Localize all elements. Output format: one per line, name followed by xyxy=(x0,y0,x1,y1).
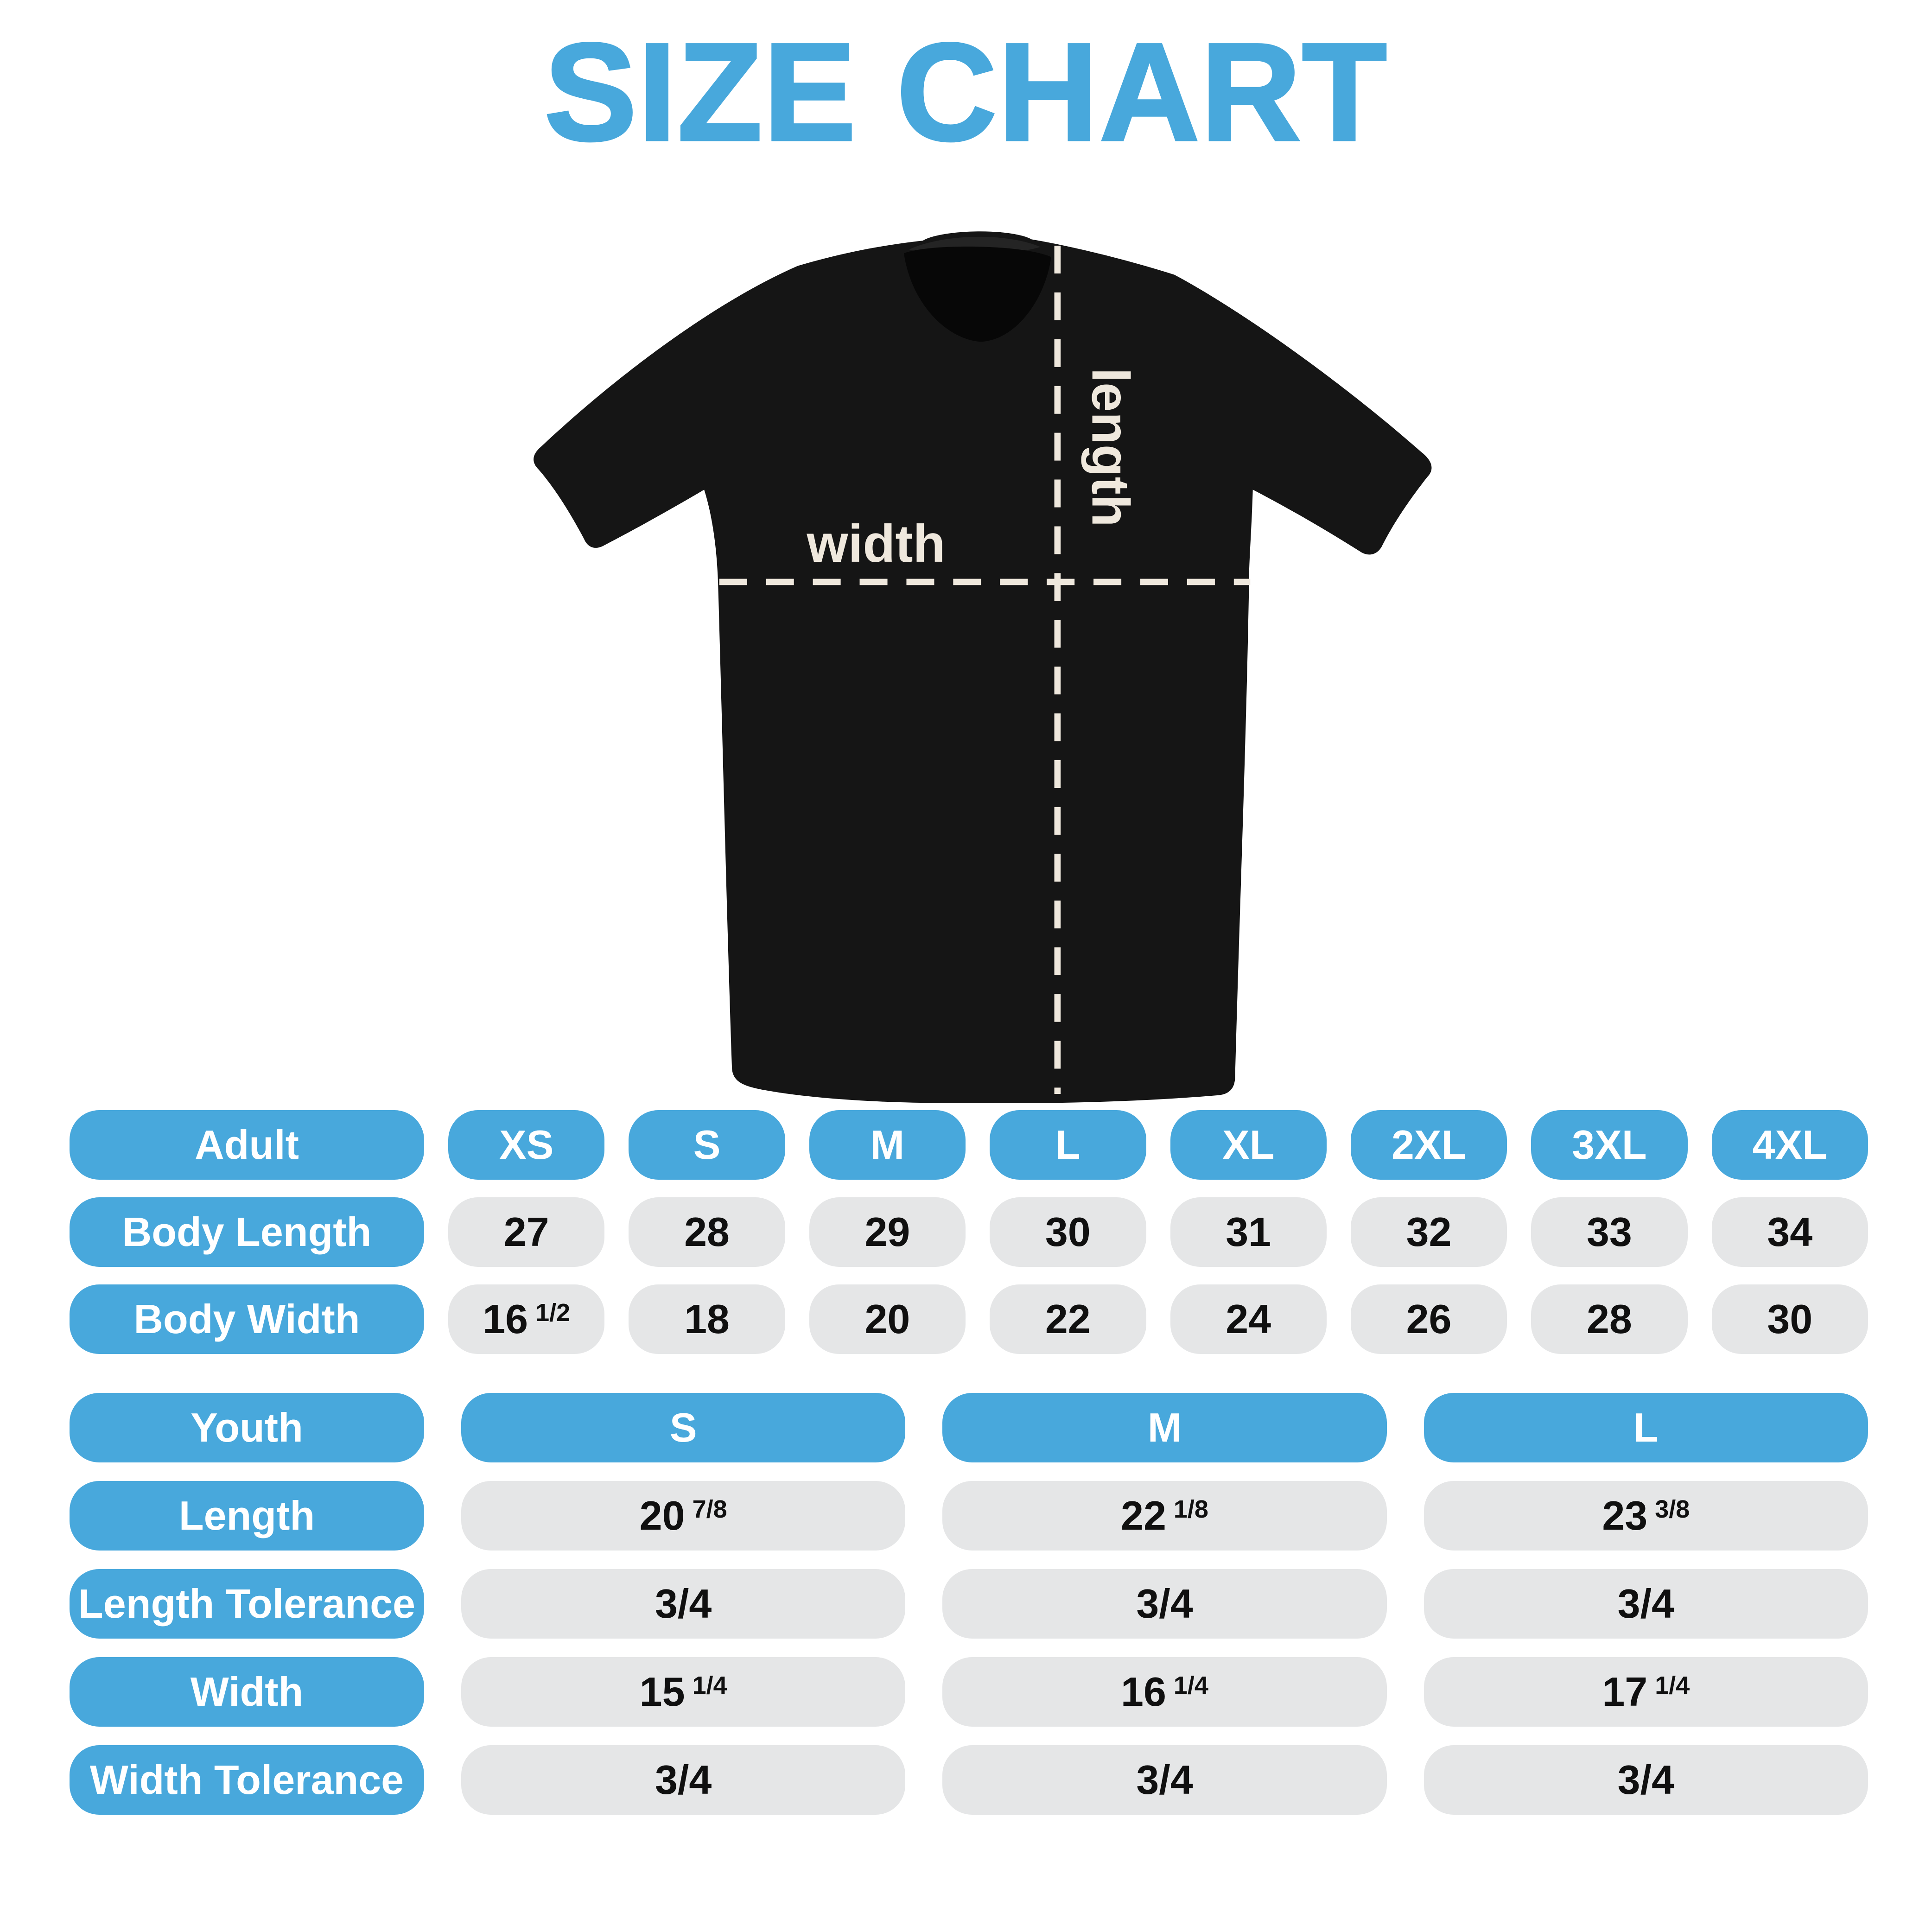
adult-row-label-body-length: Body Length xyxy=(70,1197,424,1267)
body-width-3xl: 28 xyxy=(1531,1284,1688,1354)
youth-width-s: 15 1/4 xyxy=(461,1657,906,1727)
tshirt-collar-opening xyxy=(904,246,1051,342)
youth-width-l: 17 1/4 xyxy=(1424,1657,1868,1727)
youth-header-pill: Youth xyxy=(70,1393,424,1462)
youth-length-m: 22 1/8 xyxy=(942,1481,1387,1551)
youth-row-label-length-tolerance: Length Tolerance xyxy=(70,1569,424,1639)
adult-col-m: M xyxy=(809,1110,966,1180)
adult-col-l: L xyxy=(990,1110,1146,1180)
adult-col-xs: XS xyxy=(448,1110,605,1180)
tshirt-body xyxy=(534,231,1432,1103)
youth-width-tolerance-m: 3/4 xyxy=(942,1745,1387,1815)
body-length-s: 28 xyxy=(629,1197,785,1267)
youth-col-m: M xyxy=(942,1393,1387,1462)
adult-col-xl: XL xyxy=(1170,1110,1327,1180)
body-length-l: 30 xyxy=(990,1197,1146,1267)
body-width-l: 22 xyxy=(990,1284,1146,1354)
adult-col-3xl: 3XL xyxy=(1531,1110,1688,1180)
width-label: width xyxy=(807,514,946,573)
youth-length-l: 23 3/8 xyxy=(1424,1481,1868,1551)
adult-col-s: S xyxy=(629,1110,785,1180)
adult-size-table: Adult XS S M L XL 2XL 3XL 4XL Body Lengt… xyxy=(70,1110,1868,1354)
body-length-m: 29 xyxy=(809,1197,966,1267)
youth-length-tolerance-m: 3/4 xyxy=(942,1569,1387,1639)
youth-length-tolerance-s: 3/4 xyxy=(461,1569,906,1639)
youth-col-s: S xyxy=(461,1393,906,1462)
youth-length-s: 20 7/8 xyxy=(461,1481,906,1551)
youth-header-label: Youth xyxy=(191,1405,303,1450)
youth-row-label-length: Length xyxy=(70,1481,424,1551)
body-length-3xl: 33 xyxy=(1531,1197,1688,1267)
youth-row-label-width-tolerance: Width Tolerance xyxy=(70,1745,424,1815)
body-width-xl: 24 xyxy=(1170,1284,1327,1354)
body-width-s: 18 xyxy=(629,1284,785,1354)
body-width-4xl: 30 xyxy=(1711,1284,1868,1354)
length-label: length xyxy=(1080,368,1140,527)
page-title: SIZE CHART xyxy=(543,14,1388,170)
youth-length-tolerance-l: 3/4 xyxy=(1424,1569,1868,1639)
tshirt-measurement-diagram: width length xyxy=(534,231,1432,1103)
youth-width-m: 16 1/4 xyxy=(942,1657,1387,1727)
body-length-4xl: 34 xyxy=(1711,1197,1868,1267)
adult-col-2xl: 2XL xyxy=(1350,1110,1507,1180)
adult-header-pill: Adult xyxy=(70,1110,424,1180)
youth-width-tolerance-l: 3/4 xyxy=(1424,1745,1868,1815)
body-length-xl: 31 xyxy=(1170,1197,1327,1267)
adult-row-label-body-width: Body Width xyxy=(70,1284,424,1354)
youth-width-tolerance-s: 3/4 xyxy=(461,1745,906,1815)
body-width-2xl: 26 xyxy=(1350,1284,1507,1354)
youth-row-label-width: Width xyxy=(70,1657,424,1727)
adult-col-4xl: 4XL xyxy=(1711,1110,1868,1180)
youth-size-table: Youth S M L Length 20 7/8 22 1/8 23 3/8 Len… xyxy=(70,1393,1868,1815)
body-width-m: 20 xyxy=(809,1284,966,1354)
body-length-xs: 27 xyxy=(448,1197,605,1267)
body-width-xs: 16 1/2 xyxy=(448,1284,605,1354)
youth-col-l: L xyxy=(1424,1393,1868,1462)
body-length-2xl: 32 xyxy=(1350,1197,1507,1267)
adult-header-label: Adult xyxy=(195,1122,299,1168)
